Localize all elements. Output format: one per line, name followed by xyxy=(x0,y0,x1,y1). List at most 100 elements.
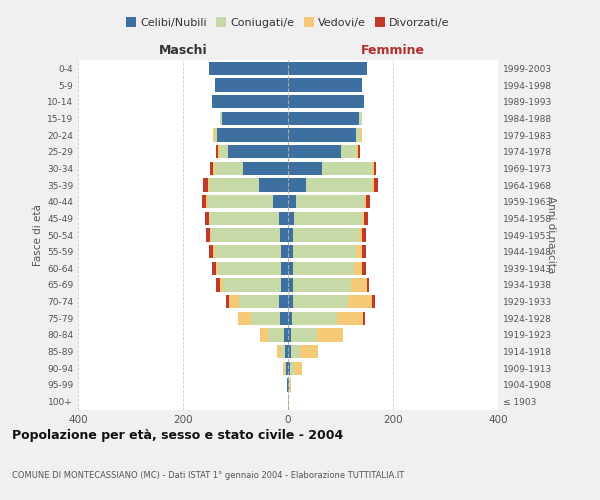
Bar xyxy=(288,328,290,342)
Bar xyxy=(215,78,288,92)
Bar xyxy=(374,162,376,175)
Text: Femmine: Femmine xyxy=(361,44,425,57)
Bar xyxy=(288,178,307,192)
Bar xyxy=(206,195,208,208)
Y-axis label: Fasce di età: Fasce di età xyxy=(33,204,43,266)
Bar xyxy=(374,178,378,192)
Bar xyxy=(290,328,317,342)
Bar xyxy=(293,228,359,241)
Text: Popolazione per età, sesso e stato civile - 2004: Popolazione per età, sesso e stato civil… xyxy=(12,430,343,442)
Text: Maschi: Maschi xyxy=(158,44,208,57)
Bar xyxy=(284,328,288,342)
Bar xyxy=(286,362,288,375)
Bar xyxy=(290,378,291,392)
Bar xyxy=(293,278,351,291)
Bar xyxy=(372,295,374,308)
Bar xyxy=(209,178,259,192)
Bar xyxy=(288,345,290,358)
Bar xyxy=(372,162,374,175)
Bar xyxy=(281,262,288,275)
Bar xyxy=(288,228,293,241)
Bar xyxy=(361,228,366,241)
Bar xyxy=(317,328,343,342)
Bar xyxy=(356,128,361,141)
Bar xyxy=(292,312,337,325)
Bar xyxy=(226,295,229,308)
Bar xyxy=(212,95,288,108)
Bar xyxy=(289,378,290,392)
Bar xyxy=(364,212,368,225)
Bar xyxy=(223,278,281,291)
Bar xyxy=(215,145,218,158)
Bar xyxy=(288,162,322,175)
Bar xyxy=(205,212,209,225)
Bar xyxy=(361,262,366,275)
Bar xyxy=(274,195,288,208)
Bar xyxy=(213,128,215,141)
Bar xyxy=(280,228,288,241)
Bar xyxy=(281,245,288,258)
Y-axis label: Anni di nascita: Anni di nascita xyxy=(546,196,556,274)
Bar xyxy=(214,245,215,258)
Bar xyxy=(220,145,227,158)
Bar xyxy=(288,195,296,208)
Bar xyxy=(290,362,294,375)
Bar xyxy=(358,145,361,158)
Bar xyxy=(288,278,293,291)
Bar xyxy=(293,262,353,275)
Bar xyxy=(218,262,281,275)
Bar xyxy=(364,195,366,208)
Bar xyxy=(283,362,285,375)
Bar xyxy=(260,328,268,342)
Bar xyxy=(215,162,244,175)
Bar xyxy=(220,112,223,125)
Bar xyxy=(288,212,295,225)
Bar xyxy=(288,362,290,375)
Bar xyxy=(268,328,284,342)
Bar xyxy=(211,212,278,225)
Bar xyxy=(288,78,361,92)
Bar xyxy=(212,262,216,275)
Bar xyxy=(353,262,361,275)
Bar xyxy=(372,178,374,192)
Bar xyxy=(361,128,362,141)
Bar xyxy=(288,95,364,108)
Bar xyxy=(203,178,208,192)
Bar xyxy=(238,312,251,325)
Bar xyxy=(216,278,220,291)
Bar xyxy=(281,278,288,291)
Bar xyxy=(288,62,367,75)
Bar xyxy=(208,195,274,208)
Bar xyxy=(361,212,364,225)
Bar xyxy=(209,245,214,258)
Bar xyxy=(341,145,356,158)
Bar xyxy=(227,145,288,158)
Bar xyxy=(278,295,288,308)
Bar xyxy=(293,245,356,258)
Bar xyxy=(288,295,293,308)
Bar xyxy=(215,128,217,141)
Bar xyxy=(211,228,280,241)
Bar xyxy=(361,245,366,258)
Bar xyxy=(367,278,370,291)
Bar xyxy=(217,128,288,141)
Bar xyxy=(208,178,209,192)
Legend: Celibi/Nubili, Coniugati/e, Vedovi/e, Divorzati/e: Celibi/Nubili, Coniugati/e, Vedovi/e, Di… xyxy=(122,13,454,32)
Bar xyxy=(294,362,302,375)
Bar xyxy=(251,312,280,325)
Bar xyxy=(239,295,278,308)
Bar xyxy=(229,295,239,308)
Bar xyxy=(359,112,361,125)
Bar xyxy=(215,245,281,258)
Bar xyxy=(218,145,220,158)
Bar xyxy=(363,312,365,325)
Bar xyxy=(259,178,288,192)
Bar xyxy=(220,278,223,291)
Bar xyxy=(213,162,215,175)
Bar xyxy=(359,228,361,241)
Bar xyxy=(307,178,372,192)
Bar xyxy=(295,212,361,225)
Bar xyxy=(216,262,218,275)
Bar xyxy=(244,162,288,175)
Bar xyxy=(210,162,213,175)
